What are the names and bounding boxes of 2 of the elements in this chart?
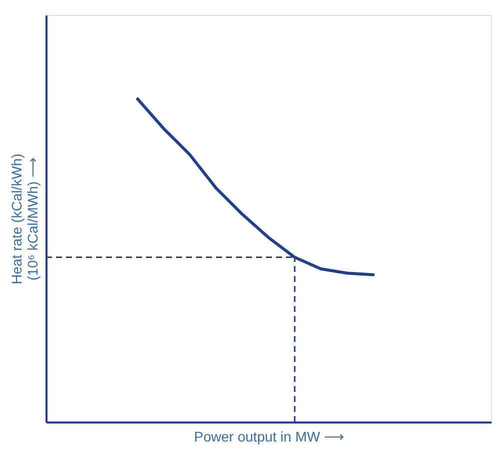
x-axis-title: Power output in MW ⟶ [194,428,344,444]
y-axis-title: Heat rate (kCal/kWh) (10⁶ kCal/MWh) ⟶ [8,154,40,284]
